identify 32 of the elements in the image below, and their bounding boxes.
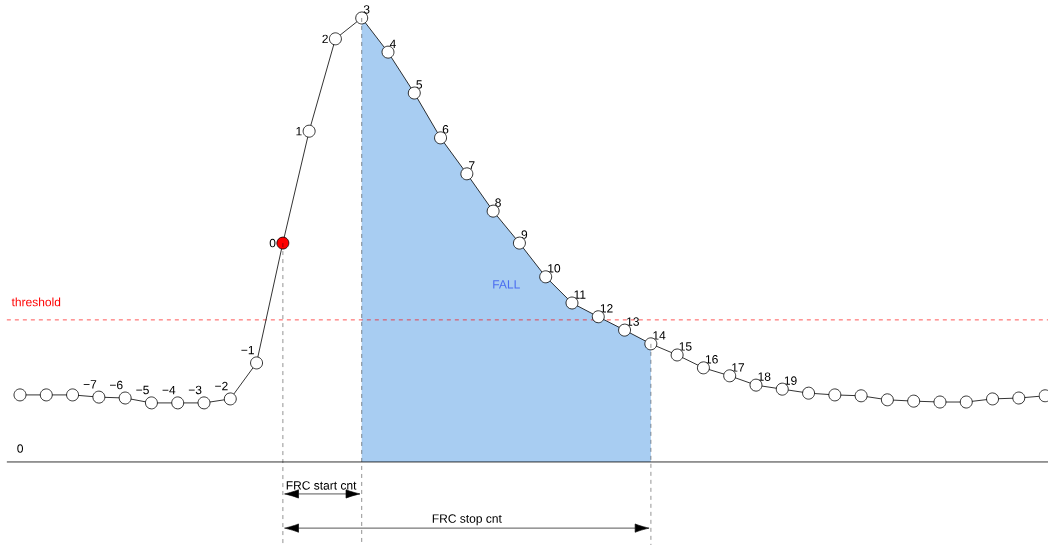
ref-line-label: threshold [11, 297, 61, 307]
annotation: 16 [705, 355, 718, 364]
annotation: 1 [296, 127, 302, 136]
annotation: 12 [600, 304, 613, 313]
annotation: 9 [521, 230, 528, 239]
annotation: 4 [389, 39, 396, 48]
annotation: 0 [269, 238, 276, 248]
annotation: −4 [162, 385, 176, 395]
annotation: 5 [416, 80, 423, 89]
annotation: −3 [188, 385, 202, 395]
annotation: 10 [548, 264, 561, 273]
annotation: −2 [215, 381, 228, 391]
annotation: 3 [363, 5, 370, 14]
annotation: 14 [653, 331, 666, 340]
annotation: 19 [784, 376, 797, 385]
annotation: 8 [495, 198, 501, 207]
annotation: 15 [679, 342, 692, 351]
annotation: 7 [469, 161, 475, 170]
annotation: −7 [83, 380, 97, 389]
annotation: 13 [627, 317, 639, 326]
series-label: FALL [493, 280, 520, 289]
annotation: 0 [17, 444, 24, 453]
annotation: −5 [136, 385, 149, 395]
text: FRC start cnt [286, 481, 357, 490]
annotation: 6 [442, 125, 449, 134]
annotation: −6 [109, 380, 123, 390]
annotation: 2 [322, 34, 328, 44]
annotation: 17 [732, 363, 745, 372]
annotation: 18 [758, 372, 771, 381]
text: FRC stop cnt [432, 514, 502, 526]
annotation: −1 [241, 345, 254, 355]
annotation: 11 [574, 290, 586, 299]
